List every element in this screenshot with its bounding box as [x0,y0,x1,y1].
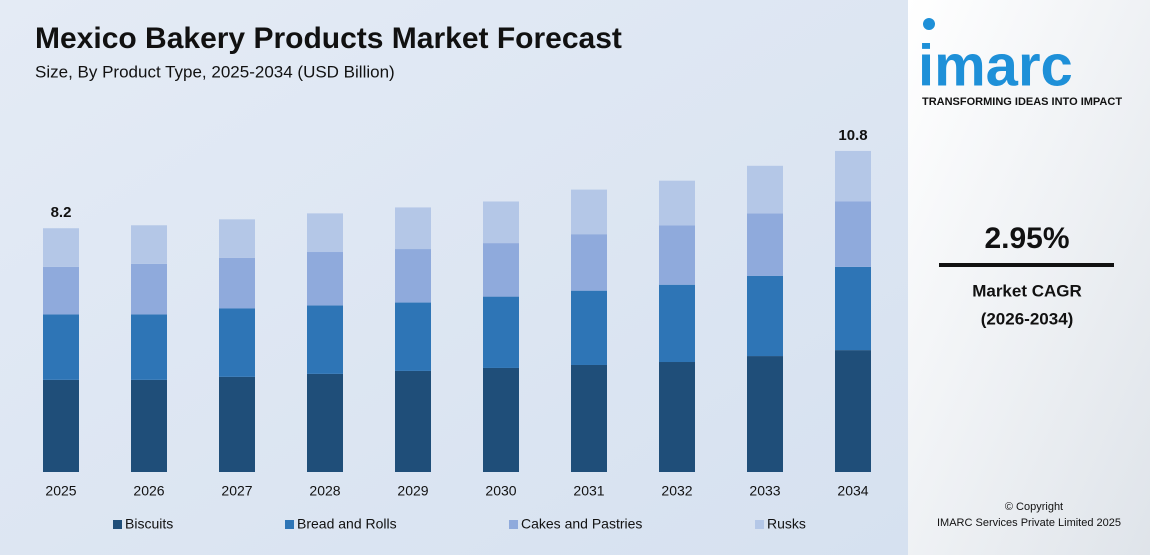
total-label: 8.2 [51,204,72,221]
bar-segment [835,266,871,351]
chart-title: Mexico Bakery Products Market Forecast [35,22,622,55]
bar-segment [219,308,255,377]
bar-segment [307,213,343,253]
chart-subtitle: Size, By Product Type, 2025-2034 (USD Bi… [35,62,395,81]
logo: imarc [918,33,1073,98]
x-tick-label: 2027 [221,483,252,499]
tagline: TRANSFORMING IDEAS INTO IMPACT [922,96,1122,108]
legend-label: Cakes and Pastries [521,516,642,532]
bar-segment [483,367,519,472]
legend-swatch [285,520,294,529]
bar-segment [43,228,79,267]
legend-label: Bread and Rolls [297,516,397,532]
bar-segment [571,234,607,291]
bar-segment [571,189,607,235]
bar-segment [307,305,343,374]
bar-segment [395,249,431,303]
bar-segment [659,362,695,472]
x-tick-label: 2028 [309,483,340,499]
x-tick-label: 2032 [661,483,692,499]
x-tick-label: 2025 [45,483,76,499]
cagr-value: 2.95% [984,222,1069,255]
bar-segment [307,252,343,306]
x-tick-label: 2034 [837,483,868,499]
bar-segment [835,350,871,472]
bar-segment [131,314,167,380]
bar-segment [659,225,695,285]
bar-segment [219,376,255,472]
x-tick-label: 2029 [397,483,428,499]
sidebar-background [908,0,1150,555]
bar-segment [219,219,255,258]
legend-swatch [755,520,764,529]
bar-segment [571,364,607,472]
copyright: © Copyright [1005,501,1063,513]
bar-segment [659,180,695,226]
bar-segment [43,314,79,380]
bar-segment [571,290,607,365]
total-label: 10.8 [838,127,867,144]
legend-label: Biscuits [125,516,173,532]
bar-segment [131,379,167,472]
bar-segment [483,243,519,297]
logo-dot [923,18,935,30]
bar-segment [483,296,519,368]
bar-segment [395,370,431,472]
bar-segment [219,257,255,309]
bar-segment [835,150,871,202]
bar-segment [307,373,343,472]
bar-segment [43,379,79,472]
bar-segment [747,213,783,276]
bar-segment [659,284,695,363]
bar-segment [835,201,871,267]
bar-segment [395,207,431,250]
legend-swatch [113,520,122,529]
x-tick-label: 2026 [133,483,164,499]
bar-segment [747,165,783,214]
bar-segment [395,302,431,371]
legend-label: Rusks [767,516,806,532]
cagr-period: (2026-2034) [981,309,1074,328]
x-tick-label: 2033 [749,483,780,499]
legend-swatch [509,520,518,529]
bar-segment [131,225,167,264]
copyright-holder: IMARC Services Private Limited 2025 [937,517,1121,529]
x-tick-label: 2030 [485,483,516,499]
bar-segment [43,266,79,315]
bar-segment [131,263,167,315]
x-tick-label: 2031 [573,483,604,499]
bar-segment [483,201,519,244]
bar-segment [747,356,783,472]
bar-segment [747,275,783,357]
cagr-label: Market CAGR [972,281,1082,300]
